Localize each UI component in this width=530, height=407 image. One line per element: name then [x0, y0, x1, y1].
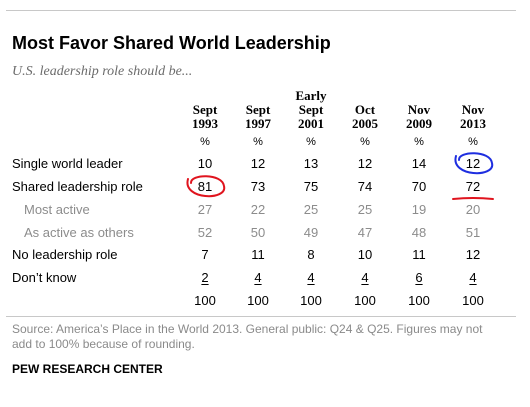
- column-header-line: 2001: [298, 116, 324, 131]
- table-cell: 22: [250, 202, 266, 217]
- column-header-line: Nov: [461, 102, 485, 117]
- unit-cell: %: [360, 136, 370, 148]
- column-header-line: Nov: [407, 102, 431, 117]
- table-cell: 70: [411, 179, 427, 194]
- column-header-line: 2013: [460, 116, 486, 131]
- column-header-line: Sept: [192, 102, 218, 117]
- chart-subtitle: U.S. leadership role should be...: [12, 64, 193, 79]
- table-cell: 25: [357, 202, 373, 217]
- column-header: Early Sept 2001: [281, 89, 341, 131]
- table-cell: 10: [197, 156, 213, 171]
- table-cell: 81: [197, 179, 213, 194]
- table-cell: 47: [357, 225, 373, 240]
- source-note: Source: America’s Place in the World 201…: [12, 322, 483, 351]
- table-cell: 48: [411, 225, 427, 240]
- column-header-line: 2005: [352, 116, 378, 131]
- column-header: Sept 1997: [228, 103, 288, 131]
- unit-cell: %: [414, 136, 424, 148]
- table-cell: 52: [197, 225, 213, 240]
- table-cell: 10: [357, 247, 373, 262]
- table-cell: 4: [254, 270, 262, 285]
- column-header-line: Sept: [298, 102, 324, 117]
- table-cell: 7: [201, 247, 209, 262]
- unit-cell: %: [468, 136, 478, 148]
- unit-cell: %: [253, 136, 263, 148]
- table-cell: 6: [415, 270, 423, 285]
- column-header-line: Sept: [245, 102, 271, 117]
- table-cell: 51: [465, 225, 481, 240]
- table-cell: 74: [357, 179, 373, 194]
- column-header: Sept 1993: [175, 103, 235, 131]
- table-cell: 100: [300, 293, 322, 308]
- table-cell: 25: [303, 202, 319, 217]
- table-cell: 11: [251, 247, 265, 262]
- table-cell: 2: [201, 270, 209, 285]
- column-header-line: 1997: [245, 116, 271, 131]
- table-cell: 12: [465, 247, 481, 262]
- column-header-line: Early: [295, 88, 327, 103]
- table-cell: 14: [411, 156, 427, 171]
- table-cell: 73: [250, 179, 266, 194]
- column-header-line: Oct: [354, 102, 376, 117]
- table-cell: 4: [361, 270, 369, 285]
- table-cell: 49: [303, 225, 319, 240]
- pew-research-center-label: PEW RESEARCH CENTER: [12, 362, 163, 376]
- unit-cell: %: [306, 136, 316, 148]
- column-header: Oct 2005: [335, 103, 395, 131]
- table-cell: 27: [197, 202, 213, 217]
- unit-cell: %: [200, 136, 210, 148]
- table-cell: 100: [462, 293, 484, 308]
- table-cell: 8: [307, 247, 315, 262]
- column-header: Nov 2013: [443, 103, 503, 131]
- table-cell: 4: [307, 270, 315, 285]
- red-underline-annotation: [452, 197, 494, 200]
- row-label: Shared leadership role: [12, 179, 143, 194]
- table-cell: 11: [412, 247, 426, 262]
- table-cell: 100: [354, 293, 376, 308]
- table-cell: 72: [465, 179, 481, 194]
- table-cell: 12: [465, 156, 481, 171]
- table-cell: 50: [250, 225, 266, 240]
- table-cell: 13: [303, 156, 319, 171]
- chart-title: Most Favor Shared World Leadership: [12, 33, 331, 53]
- table-cell: 100: [247, 293, 269, 308]
- table-cell: 12: [250, 156, 266, 171]
- table-cell: 100: [408, 293, 430, 308]
- column-header-line: 1993: [192, 116, 218, 131]
- row-label: Single world leader: [12, 156, 123, 171]
- table-cell: 100: [194, 293, 216, 308]
- column-header-line: 2009: [406, 116, 432, 131]
- row-label: Don’t know: [12, 270, 77, 285]
- bottom-rule: [6, 316, 516, 317]
- row-label: As active as others: [24, 225, 134, 240]
- table-cell: 20: [465, 202, 481, 217]
- column-header: Nov 2009: [389, 103, 449, 131]
- table-cell: 19: [411, 202, 427, 217]
- row-label: Most active: [24, 202, 90, 217]
- top-rule: [6, 10, 516, 11]
- table-cell: 75: [303, 179, 319, 194]
- table-cell: 4: [469, 270, 477, 285]
- row-label: No leadership role: [12, 247, 118, 262]
- table-cell: 12: [357, 156, 373, 171]
